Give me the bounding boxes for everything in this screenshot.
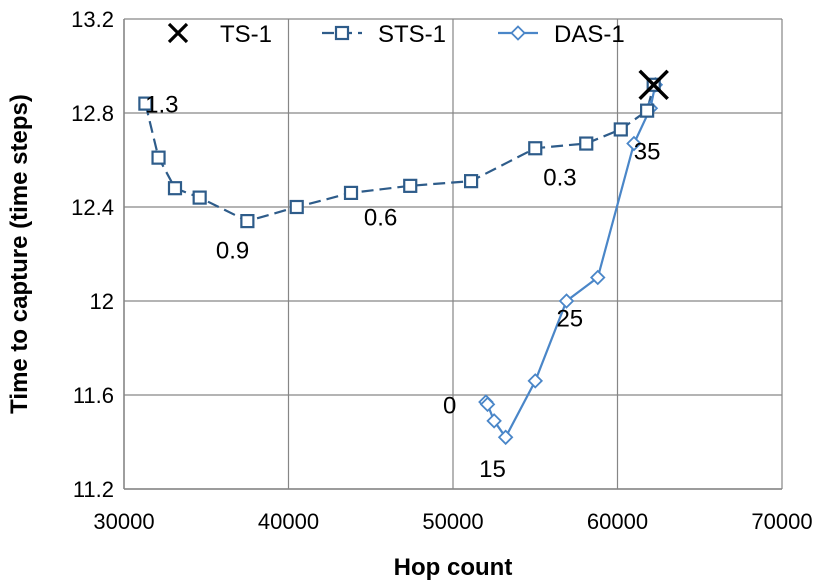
legend-item: DAS-1	[498, 21, 625, 48]
data-point-sts-1	[240, 214, 255, 229]
annotations: 1.3 0.9 0.6 0.3 35 25 0 15	[145, 92, 660, 483]
data-point-sts-1	[613, 122, 628, 137]
data-point-das-1	[479, 396, 496, 413]
series-line-sts-1	[144, 84, 655, 223]
y-tick-label: 11.2	[73, 477, 114, 502]
data-point-sts-1	[192, 190, 207, 205]
data-point-sts-1	[343, 185, 359, 200]
annotation-label: 25	[556, 305, 583, 332]
data-point-das-1	[497, 429, 514, 446]
data-point-ts-1	[638, 69, 669, 101]
data-point-sts-1	[463, 174, 479, 189]
data-point-sts-1	[151, 150, 166, 165]
data-point-das-1	[486, 413, 502, 429]
data-point-sts-1	[579, 136, 594, 151]
data-point-sts-1	[403, 178, 418, 193]
y-tick-label: 11.6	[73, 383, 114, 408]
x-tick-label: 40000	[258, 509, 319, 534]
annotation-label: 0	[443, 392, 456, 419]
data-point-sts-1	[138, 96, 153, 111]
y-axis-title: Time to capture (time steps)	[6, 94, 33, 414]
legend-item: STS-1	[322, 21, 446, 48]
legend-marker	[510, 25, 526, 41]
data-point-das-1	[558, 293, 575, 309]
x-tick-labels: 30000 40000 50000 60000 70000	[93, 509, 812, 534]
annotation-label: 35	[634, 139, 661, 166]
data-point-sts-1	[640, 103, 655, 118]
legend-label: STS-1	[378, 21, 446, 48]
y-tick-labels: 11.2 11.6 12 12.4 12.8 13.2	[71, 7, 114, 502]
annotation-label: 15	[479, 456, 506, 483]
annotation-label: 1.3	[145, 92, 178, 119]
annotation-label: 0.6	[364, 204, 397, 231]
x-tick-label: 70000	[751, 509, 812, 534]
data-point-das-1	[589, 269, 606, 286]
legend-marker-ts-1	[167, 22, 189, 44]
legend-label: DAS-1	[554, 21, 625, 48]
series-line-das-1	[484, 84, 657, 440]
y-tick-label: 12.8	[71, 101, 114, 126]
data-point-sts-1	[289, 199, 304, 215]
legend-label: TS-1	[220, 21, 272, 48]
annotation-label: 0.9	[216, 237, 249, 264]
series-layer	[138, 69, 669, 446]
x-axis-title: Hop count	[394, 554, 513, 581]
axes	[123, 19, 782, 490]
legend: TS-1 STS-1 DAS-1	[167, 21, 625, 48]
x-tick-label: 60000	[587, 509, 648, 534]
y-tick-label: 13.2	[71, 7, 114, 32]
data-point-das-1	[527, 373, 544, 389]
data-point-das-1	[626, 135, 642, 152]
x-tick-label: 30000	[93, 509, 154, 534]
grid	[123, 18, 783, 490]
legend-marker	[334, 25, 350, 41]
x-tick-label: 50000	[422, 509, 483, 534]
annotation-label: 0.3	[543, 164, 576, 191]
data-point-sts-1	[528, 141, 543, 156]
legend-item: TS-1	[167, 21, 272, 48]
data-point-sts-1	[167, 181, 183, 196]
y-tick-label: 12	[90, 289, 114, 314]
y-tick-label: 12.4	[71, 195, 114, 220]
